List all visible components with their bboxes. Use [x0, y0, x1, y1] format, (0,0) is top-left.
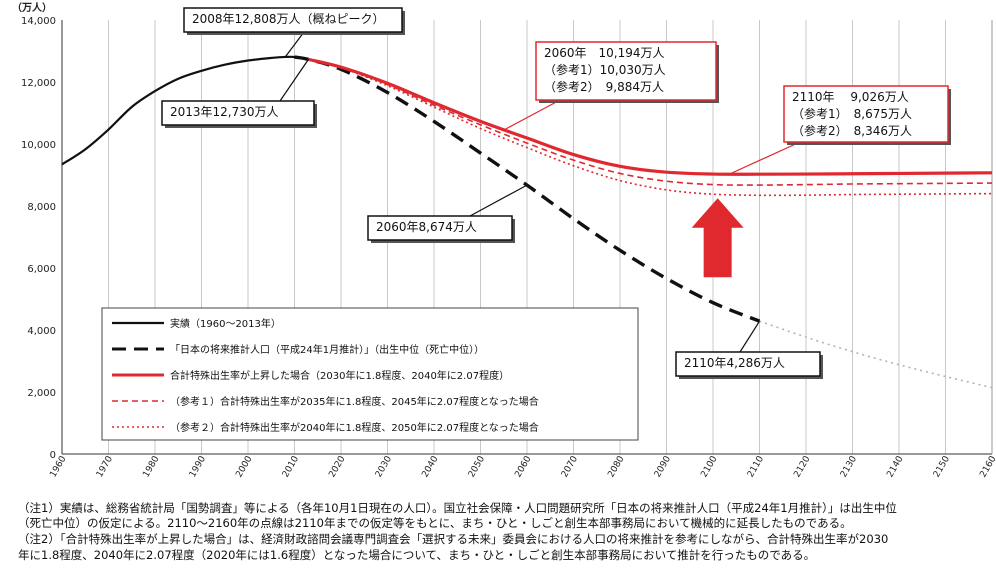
- legend: 実績（1960～2013年） 「日本の将来推計人口（平成24年1月推計）」（出生中…: [101, 307, 639, 441]
- x-tick-label: 2000: [234, 454, 254, 479]
- y-tick-label: 2,000: [27, 388, 56, 399]
- x-tick-label: 2160: [978, 454, 996, 479]
- y-tick-label: 6,000: [27, 264, 56, 275]
- callout-text: 2060年 10,194万人: [544, 46, 665, 60]
- callout-text: 2110年 9,026万人: [792, 90, 909, 104]
- callout-text: （参考2） 8,346万人: [792, 123, 912, 138]
- callout-y2060a: 2060年8,674万人: [367, 184, 528, 243]
- note-1-line-1: （注1）実績は、総務省統計局「国勢調査」等による（各年10月1日現在の人口）。国…: [18, 501, 897, 515]
- x-tick-label: 1980: [141, 454, 161, 479]
- callout-box: [183, 7, 403, 33]
- x-tick-label: 2080: [606, 454, 626, 479]
- legend-label: 実績（1960～2013年）: [170, 317, 281, 330]
- x-tick-label: 2030: [374, 454, 394, 479]
- callout-y2013: 2013年12,730万人: [161, 59, 317, 128]
- callout-text: （参考2） 9,884万人: [544, 79, 664, 94]
- callout-box: [675, 351, 821, 377]
- legend-label: 合計特殊出生率が上昇した場合（2030年に1.8程度、2040年に2.07程度）: [170, 369, 509, 382]
- x-tick-label: 2090: [653, 454, 673, 479]
- note-2-line-1: （注2）「合計特殊出生率が上昇した場合」は、経済財政諮問会議専門調査会「選択する…: [18, 532, 889, 546]
- callout-box: [367, 215, 513, 241]
- x-tick-label: 1990: [188, 454, 208, 479]
- x-tick-label: 2150: [932, 454, 952, 479]
- x-tick-label: 2120: [792, 454, 812, 479]
- y-tick-label: 8,000: [27, 202, 56, 213]
- callout-pointer: [284, 31, 305, 58]
- y-tick-label: 10,000: [21, 140, 56, 151]
- callout-text: 2013年12,730万人: [170, 105, 279, 119]
- callout-pointer: [503, 99, 561, 131]
- legend-label: （参考１）合計特殊出生率が2035年に1.8程度、2045年に2.07程度となっ…: [170, 395, 539, 408]
- legend-label: （参考２）合計特殊出生率が2040年に1.8程度、2050年に2.07程度となっ…: [170, 421, 539, 434]
- x-tick-label: 2060: [513, 454, 533, 479]
- x-tick-label: 2130: [839, 454, 859, 479]
- note-2-line-2: 年に1.8程度、2040年に2.07程度（2020年には1.6程度）となった場合…: [18, 548, 816, 562]
- callout-text: （参考1）10,030万人: [544, 62, 666, 77]
- callout-pointer: [279, 59, 309, 102]
- callout-text: 2110年4,286万人: [684, 356, 785, 370]
- red-up-arrow: [691, 198, 744, 278]
- x-tick-label: 2010: [281, 454, 301, 479]
- x-tick-label: 2020: [327, 454, 347, 479]
- callout-pointer: [739, 320, 761, 353]
- callout-box: [783, 85, 949, 143]
- callout-text: 2060年8,674万人: [376, 220, 477, 234]
- series-line-dotted-gray: [759, 320, 993, 389]
- x-tick-label: 2050: [467, 454, 487, 479]
- series-line-dashed-black: [294, 55, 761, 323]
- x-tick-label: 1970: [95, 454, 115, 479]
- y-tick-label: 12,000: [21, 78, 56, 89]
- y-tick-label: 14,000: [21, 16, 56, 27]
- note-1-line-2: （死亡中位）の仮定による。2110～2160年の点線は2110年までの仮定等をも…: [18, 516, 852, 530]
- series-line-dotted-red: [308, 58, 993, 197]
- callout-text: （参考1） 8,675万人: [792, 106, 912, 121]
- series-line-solid-red: [308, 57, 993, 176]
- y-tick-label: 4,000: [27, 326, 56, 337]
- callout-box: [161, 100, 315, 126]
- legend-box: [101, 307, 639, 441]
- callout-pointer: [731, 141, 801, 174]
- x-tick-label: 2070: [560, 454, 580, 479]
- legend-label: 「日本の将来推計人口（平成24年1月推計）」（出生中位（死亡中位））: [170, 343, 484, 356]
- x-tick-label: 2140: [885, 454, 905, 479]
- callout-peak: 2008年12,808万人（概ねピーク）: [183, 7, 405, 58]
- x-tick-label: 2040: [420, 454, 440, 479]
- callout-box: [535, 41, 717, 101]
- y-axis-label: （万人）: [12, 1, 52, 14]
- x-tick-label: 2100: [699, 454, 719, 479]
- callout-y2060b: 2060年 10,194万人 （参考1）10,030万人 （参考2） 9,884万人: [503, 41, 719, 131]
- callout-text: 2008年12,808万人（概ねピーク）: [192, 12, 385, 26]
- y-tick-label: 0: [50, 450, 56, 461]
- callout-pointer: [469, 184, 528, 217]
- population-chart: 1960 1970 1980 1990 2000 2010 2020 2030 2040 2050…: [12, 1, 996, 479]
- x-tick-label: 2110: [746, 454, 766, 479]
- callout-y2110a: 2110年4,286万人: [675, 320, 823, 379]
- callout-y2110b: 2110年 9,026万人 （参考1） 8,675万人 （参考2） 8,346万人: [731, 85, 951, 174]
